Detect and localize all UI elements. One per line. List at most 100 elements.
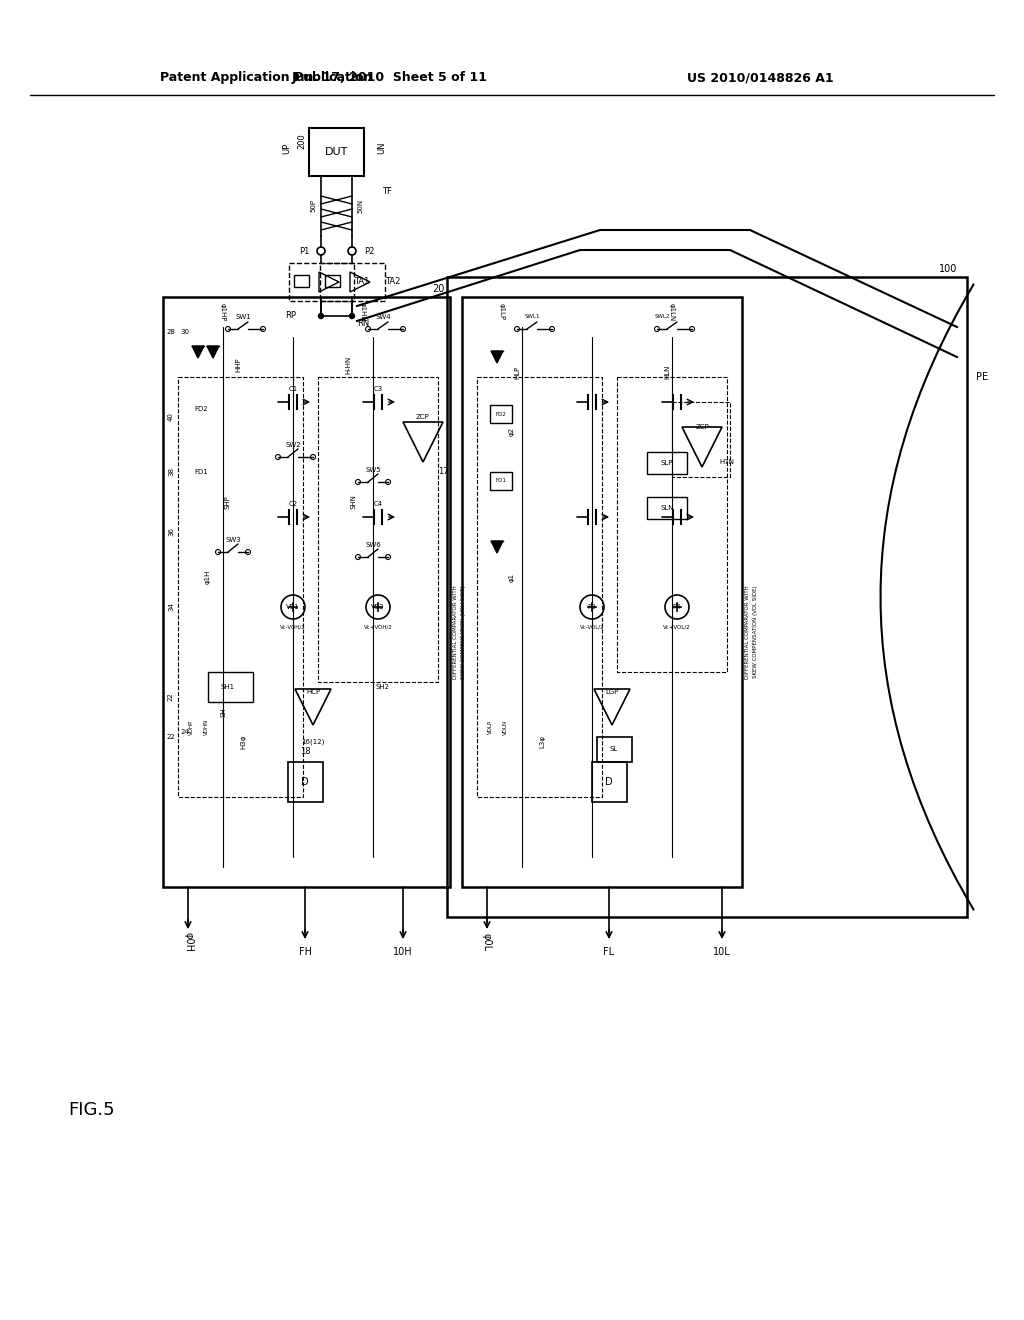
Circle shape (349, 314, 354, 318)
Text: φ1LN: φ1LN (669, 302, 675, 321)
Text: C1: C1 (289, 385, 298, 392)
Polygon shape (490, 351, 503, 363)
Text: Jun. 17, 2010  Sheet 5 of 11: Jun. 17, 2010 Sheet 5 of 11 (292, 71, 488, 84)
Bar (163, 297, 450, 887)
Text: SW3: SW3 (225, 537, 241, 543)
Text: RN: RN (357, 319, 370, 329)
Bar (208, 672, 253, 702)
Text: FD2: FD2 (496, 412, 507, 417)
Text: SH1: SH1 (221, 684, 236, 690)
Bar (617, 378, 727, 672)
Text: C2: C2 (289, 502, 298, 507)
Polygon shape (490, 541, 503, 553)
Text: SH2: SH2 (376, 684, 390, 690)
Text: 36: 36 (168, 528, 174, 536)
Text: Vc-VOH/2: Vc-VOH/2 (281, 624, 306, 630)
Text: H-HN: H-HN (345, 356, 351, 374)
Text: P2: P2 (364, 247, 375, 256)
Text: VS2: VS2 (372, 605, 385, 610)
Text: LGP: LGP (605, 689, 618, 696)
Text: TA2: TA2 (385, 277, 400, 286)
Text: φ1H: φ1H (205, 570, 211, 585)
Text: SW4: SW4 (375, 314, 391, 319)
Text: 30: 30 (180, 329, 189, 335)
Text: DUT: DUT (325, 147, 348, 157)
Circle shape (318, 314, 324, 318)
Text: SW5: SW5 (366, 467, 381, 473)
Text: 10L: 10L (713, 946, 731, 957)
Text: VDHP: VDHP (188, 719, 194, 735)
Bar (490, 473, 512, 490)
Text: H7N: H7N (720, 459, 734, 465)
Text: 22: 22 (167, 734, 175, 741)
Text: US 2010/0148826 A1: US 2010/0148826 A1 (687, 71, 834, 84)
Text: SH: SH (220, 708, 226, 717)
Bar (597, 737, 632, 762)
Text: Vc+VOH/2: Vc+VOH/2 (364, 624, 392, 630)
Text: 24: 24 (180, 729, 189, 735)
Text: FH: FH (299, 946, 311, 957)
Text: H3φ: H3φ (240, 735, 246, 750)
Text: DIFFERENTIAL COMPARATOR WITH: DIFFERENTIAL COMPARATOR WITH (453, 585, 458, 678)
Text: SW6: SW6 (366, 543, 381, 548)
Text: HLP: HLP (514, 366, 520, 379)
Text: FIG.5: FIG.5 (68, 1101, 115, 1119)
Text: HHP: HHP (234, 358, 241, 372)
Text: P3: P3 (588, 605, 596, 610)
Text: 38: 38 (168, 467, 174, 477)
Text: PE: PE (976, 372, 988, 381)
Text: TA1: TA1 (354, 277, 370, 286)
Text: φ1HP: φ1HP (220, 302, 226, 321)
Text: Patent Application Publication: Patent Application Publication (160, 71, 373, 84)
Text: SLN: SLN (660, 506, 674, 511)
Text: P4: P4 (673, 605, 681, 610)
Bar (647, 451, 687, 474)
Text: HLN: HLN (664, 364, 670, 379)
Bar (318, 378, 438, 682)
Text: ZCP: ZCP (695, 424, 709, 430)
Text: 20: 20 (432, 284, 445, 294)
Text: DIFFERENTIAL COMPARATOR WITH: DIFFERENTIAL COMPARATOR WITH (745, 585, 750, 678)
Text: UP: UP (283, 143, 292, 153)
Text: φ1: φ1 (509, 573, 515, 582)
Bar (309, 128, 364, 176)
Bar (319, 263, 385, 301)
Text: Vc+VOL/2: Vc+VOL/2 (664, 624, 691, 630)
Bar (178, 378, 303, 797)
Bar (462, 297, 742, 887)
Text: VDLP: VDLP (487, 719, 493, 734)
Text: SKEW COMPENSATION (VOH SIDE): SKEW COMPENSATION (VOH SIDE) (461, 585, 466, 678)
Text: 17: 17 (437, 467, 449, 477)
Text: SHP: SHP (225, 495, 231, 510)
Text: 40: 40 (168, 413, 174, 421)
Text: φ2: φ2 (509, 428, 515, 437)
Text: φ1LP: φ1LP (499, 304, 505, 321)
Bar (647, 498, 687, 519)
Text: FD1: FD1 (496, 479, 507, 483)
Bar (592, 762, 627, 803)
Text: VDHN: VDHN (204, 719, 209, 735)
Text: 100: 100 (939, 264, 957, 275)
Bar (289, 263, 354, 301)
Bar (288, 762, 323, 803)
Text: FD1: FD1 (195, 469, 208, 475)
Text: D: D (301, 777, 309, 787)
Text: 50N: 50N (357, 199, 362, 213)
Text: L3φ: L3φ (539, 735, 545, 748)
Text: TF: TF (382, 186, 392, 195)
Text: 18: 18 (300, 747, 310, 756)
Polygon shape (193, 346, 204, 358)
Bar (477, 378, 602, 797)
Text: Vc-VOL/2: Vc-VOL/2 (580, 624, 604, 630)
Text: D: D (605, 777, 612, 787)
Text: HCP: HCP (306, 689, 321, 696)
Bar (672, 403, 730, 477)
Text: VDLN: VDLN (503, 719, 508, 734)
Text: SHN: SHN (350, 495, 356, 510)
Bar (447, 277, 967, 917)
Text: 28: 28 (167, 329, 175, 335)
Text: 22: 22 (168, 693, 174, 701)
Text: UN: UN (378, 141, 386, 154)
Text: RP: RP (285, 312, 296, 321)
Text: 200: 200 (298, 133, 306, 149)
